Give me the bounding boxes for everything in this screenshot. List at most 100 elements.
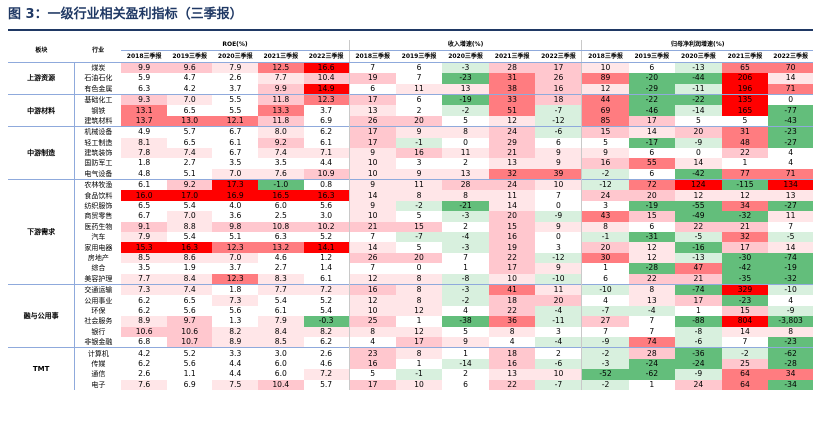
revenue-growth-cell: 0 — [535, 232, 582, 243]
roe-cell: 4.6 — [258, 252, 304, 264]
header-roe-period: 2019三季报 — [166, 50, 213, 63]
roe-cell: 3.0 — [303, 211, 350, 222]
roe-cell: 8.2 — [212, 326, 259, 337]
net-profit-growth-cell: 12 — [675, 190, 722, 201]
net-profit-growth-cell: -62 — [628, 369, 676, 380]
revenue-growth-cell: -8 — [442, 273, 489, 285]
header-net-profit-growth-period: 2020三季报 — [675, 50, 722, 63]
revenue-growth-cell: 9 — [395, 126, 443, 138]
revenue-growth-cell: 28 — [488, 62, 536, 74]
roe-cell: 6.5 — [166, 137, 213, 148]
revenue-growth-cell: -4 — [535, 336, 582, 348]
industry-name: 轻工制造 — [84, 138, 113, 147]
revenue-growth-cell: 9 — [535, 158, 582, 169]
roe-cell: 8.0 — [258, 126, 304, 138]
roe-cell: 6.9 — [166, 379, 213, 390]
net-profit-growth-cell: 4 — [768, 158, 813, 169]
roe-cell: 14.1 — [303, 242, 350, 253]
roe-cell: 9.9 — [121, 62, 167, 74]
net-profit-growth-cell: 135 — [721, 93, 769, 106]
roe-cell: 1.8 — [121, 158, 167, 169]
roe-cell: 10.4 — [258, 379, 304, 390]
header-roe-period: 2020三季报 — [212, 50, 259, 63]
net-profit-growth-cell: 11 — [768, 211, 813, 222]
net-profit-growth-cell: -17 — [628, 137, 676, 148]
net-profit-growth-cell: 1 — [721, 158, 769, 169]
roe-cell: 6.1 — [258, 305, 304, 317]
table-row: 综合 3.5 1.9 3.7 2.7 1.4 7 0 1 17 9 1 -28 47 -42 -19 — [8, 263, 813, 274]
net-profit-growth-cell: 89 — [581, 73, 629, 84]
roe-cell: 3.7 — [212, 83, 259, 95]
revenue-growth-cell: 9 — [535, 147, 582, 159]
roe-cell: 3.6 — [212, 211, 259, 222]
roe-cell: 1.9 — [166, 263, 213, 274]
net-profit-growth-cell: -7 — [581, 305, 629, 317]
revenue-growth-cell: -38 — [442, 316, 489, 327]
revenue-growth-cell: 8 — [442, 126, 489, 138]
net-profit-growth-cell: 12 — [581, 83, 629, 95]
net-profit-growth-cell: -36 — [675, 347, 722, 359]
roe-cell: 17.0 — [166, 190, 213, 201]
roe-cell: 8.9 — [121, 316, 167, 327]
roe-cell: 5.1 — [166, 168, 213, 180]
net-profit-growth-cell: 14 — [768, 73, 813, 84]
net-profit-growth-cell: 0 — [768, 93, 813, 106]
revenue-growth-cell: -1 — [395, 137, 443, 148]
net-profit-growth-cell: 8 — [768, 326, 813, 337]
net-profit-growth-cell: -49 — [675, 211, 722, 222]
revenue-growth-cell: 11 — [395, 179, 443, 191]
net-profit-growth-cell: 124 — [675, 179, 722, 191]
net-profit-growth-cell: 6 — [628, 221, 676, 233]
table-row: 中游材料 基础化工 9.3 7.0 5.5 11.8 12.3 17 6 -19 33 18 44 -22… — [8, 93, 813, 127]
net-profit-growth-cell: 21 — [721, 221, 769, 233]
net-profit-growth-cell: 10 — [581, 62, 629, 74]
net-profit-growth-cell: 77 — [721, 168, 769, 180]
revenue-growth-cell: 7 — [535, 190, 582, 201]
net-profit-growth-cell: 71 — [768, 83, 813, 95]
revenue-growth-cell: 14 — [488, 200, 536, 212]
table-row: 公用事业 6.2 6.5 7.3 5.4 5.2 12 8 -2 18 20 4 13 17 -23 4 — [8, 295, 813, 306]
net-profit-growth-cell: 6 — [628, 147, 676, 159]
revenue-growth-cell: 5 — [348, 369, 396, 380]
revenue-growth-cell: 8 — [395, 273, 443, 285]
revenue-growth-cell: 20 — [395, 115, 443, 127]
roe-cell: 13.0 — [166, 115, 213, 127]
roe-cell: 5.7 — [303, 379, 350, 390]
revenue-growth-cell: 12 — [395, 326, 443, 337]
revenue-growth-cell: 1 — [395, 316, 443, 327]
revenue-growth-cell: 8 — [395, 347, 443, 359]
net-profit-growth-cell: -2 — [581, 347, 629, 359]
roe-cell: 7.0 — [166, 211, 213, 222]
net-profit-growth-cell: -115 — [721, 179, 769, 191]
header-revenue-growth-period: 2020三季报 — [442, 50, 489, 63]
roe-cell: 4.6 — [303, 358, 350, 370]
net-profit-growth-cell: -32 — [768, 273, 813, 285]
net-profit-growth-cell: -28 — [628, 263, 676, 274]
net-profit-growth-cell: 28 — [628, 347, 676, 359]
revenue-growth-cell: 7 — [348, 263, 396, 274]
revenue-growth-cell: -10 — [535, 273, 582, 285]
revenue-growth-cell: -4 — [442, 232, 489, 243]
roe-cell: 3.5 — [212, 158, 259, 169]
roe-cell: 4.4 — [212, 358, 259, 370]
net-profit-growth-cell: 3 — [581, 200, 629, 212]
net-profit-growth-cell: -22 — [628, 93, 676, 106]
roe-cell: 9.1 — [121, 221, 167, 233]
table-row: 社会服务 8.9 9.7 1.3 7.9 -0.3 25 1 -38 36 -11 27 7 -88 804… — [8, 316, 813, 327]
revenue-growth-cell: 19 — [488, 242, 536, 253]
roe-cell: 1.4 — [303, 263, 350, 274]
industry-name: 电子 — [91, 380, 106, 389]
revenue-growth-cell: 11 — [395, 83, 443, 95]
net-profit-growth-cell: -20 — [628, 73, 676, 84]
net-profit-growth-cell: 14 — [675, 158, 722, 169]
roe-cell: 6.0 — [258, 369, 304, 380]
net-profit-growth-cell: 5 — [581, 137, 629, 148]
net-profit-growth-cell: 55 — [628, 158, 676, 169]
industry-name: 环保 — [91, 306, 106, 315]
roe-cell: 16.9 — [212, 190, 259, 201]
roe-cell: 4.4 — [212, 369, 259, 380]
net-profit-growth-cell: 22 — [675, 221, 722, 233]
net-profit-growth-cell: -13 — [675, 252, 722, 264]
roe-cell: 7.2 — [303, 283, 350, 296]
net-profit-growth-cell: -44 — [675, 73, 722, 84]
